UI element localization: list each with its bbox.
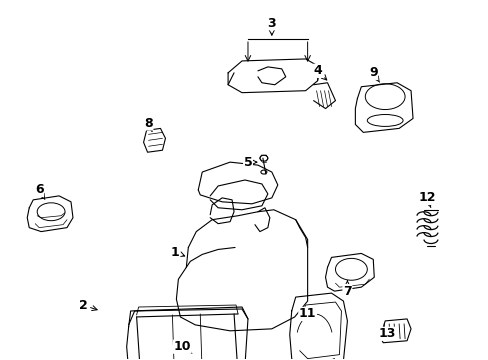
Text: 3: 3	[267, 17, 276, 35]
Text: 10: 10	[173, 340, 191, 353]
Text: 4: 4	[313, 64, 326, 80]
Text: 11: 11	[298, 307, 316, 320]
Text: 6: 6	[35, 184, 45, 199]
Text: 14: 14	[0, 359, 1, 360]
Text: 12: 12	[417, 192, 435, 208]
Text: 1: 1	[171, 246, 184, 259]
Text: 13: 13	[378, 327, 395, 340]
Text: 5: 5	[243, 156, 256, 168]
Text: 8: 8	[144, 117, 153, 131]
Text: 2: 2	[79, 298, 97, 311]
Text: 9: 9	[368, 66, 379, 82]
Text: 7: 7	[343, 281, 351, 298]
